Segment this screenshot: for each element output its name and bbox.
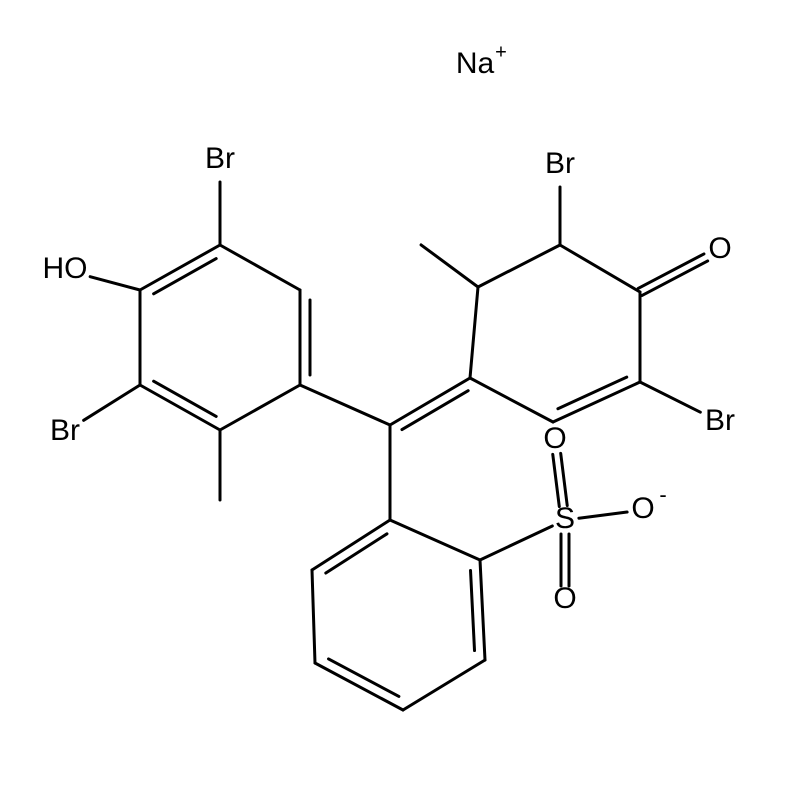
bromine-label: Br [50,414,80,447]
oxygen-label: O [553,582,576,615]
bromine-label: Br [705,404,735,437]
oxygen-label: O [543,422,566,455]
bromine-label: Br [545,147,575,180]
bromine-label: Br [205,142,235,175]
sodium-label: Na [456,47,495,80]
negative-charge: - [659,482,666,507]
oxygen-label: O [708,232,731,265]
oxygen-label: O [631,492,654,525]
sulfur-label: S [555,502,575,535]
chemical-structure: Na+BrBrBrBrOHOSOOO- [0,0,800,800]
hydroxyl-label: HO [43,252,88,285]
sodium-charge: + [495,41,507,63]
